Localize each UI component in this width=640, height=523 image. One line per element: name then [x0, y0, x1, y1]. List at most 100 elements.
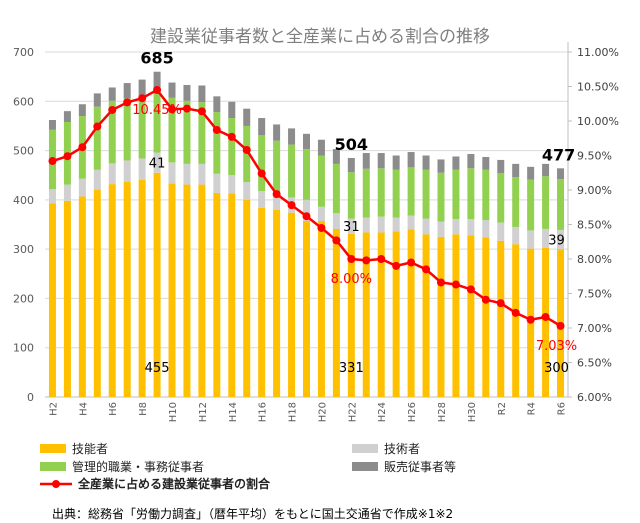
- y-tick-label-right: 11.00%: [577, 46, 619, 59]
- bar-segment-H8: [138, 79, 146, 99]
- bar-segment-H9: [153, 152, 161, 173]
- bar-segment-R5: [542, 176, 550, 229]
- bar-segment-H26: [407, 152, 415, 168]
- bar-segment-H27: [422, 155, 430, 170]
- x-tick-label: H10: [168, 402, 179, 422]
- bar-segment-H11: [183, 163, 191, 185]
- ratio-point-H7: [123, 98, 132, 107]
- y-tick-label-left: 600: [13, 95, 34, 108]
- bar-segment-H10: [168, 97, 176, 163]
- bar-segment-R3: [512, 177, 520, 227]
- y-tick-label-right: 10.00%: [577, 115, 619, 128]
- bar-segment-H29: [452, 219, 460, 235]
- legend-skilled: 技能者: [40, 440, 108, 457]
- ratio-point-R2: [496, 299, 505, 308]
- ratio-point-H26: [407, 258, 416, 267]
- bar-segment-H23: [362, 168, 370, 218]
- y-tick-label-right: 9.00%: [577, 184, 612, 197]
- bar-segment-H17: [273, 196, 281, 210]
- legend-label: 全産業に占める建設業従事者の割合: [78, 477, 271, 491]
- bar-segment-H2: [48, 203, 56, 397]
- bar-segment-H22: [347, 233, 355, 397]
- y-tick-label-right: 7.00%: [577, 322, 612, 335]
- ratio-point-H27: [422, 265, 431, 274]
- bar-segment-H16: [258, 118, 266, 136]
- data-label-technical: 41: [149, 157, 166, 172]
- y-tick-label-right: 8.00%: [577, 253, 612, 266]
- bar-segment-H7: [123, 98, 131, 161]
- ratio-point-R4: [526, 315, 535, 324]
- bar-segment-H31: [482, 169, 490, 221]
- bar-segment-R5: [542, 228, 550, 248]
- ratio-point-H13: [212, 125, 221, 134]
- bar-segment-H29: [452, 169, 460, 220]
- bar-segment-R3: [512, 226, 520, 245]
- ratio-point-H25: [392, 261, 401, 270]
- bar-segment-H26: [407, 215, 415, 230]
- y-tick-label-left: 700: [13, 46, 34, 59]
- bar-segment-H6: [108, 184, 116, 397]
- ratio-point-H15: [242, 145, 251, 154]
- bar-segment-H28: [437, 172, 445, 222]
- bar-segment-H13: [213, 96, 221, 113]
- bar-segment-H13: [213, 112, 221, 174]
- ratio-point-H31: [481, 295, 490, 304]
- x-tick-label: H28: [437, 402, 448, 422]
- ratio-point-H23: [362, 256, 371, 265]
- ratio-point-H19: [302, 212, 311, 221]
- x-tick-label: H22: [347, 402, 358, 422]
- ratio-point-H3: [63, 152, 72, 161]
- y-tick-label-left: 300: [13, 243, 34, 256]
- legend-management: 管理的職業・事務従事者: [40, 458, 204, 475]
- bar-segment-H6: [108, 87, 116, 101]
- ratio-point-H24: [377, 255, 386, 263]
- y-tick-label-right: 9.50%: [577, 150, 612, 163]
- bar-segment-R6: [557, 168, 565, 180]
- bar-segment-H2: [48, 189, 56, 204]
- bar-segment-H14: [228, 175, 236, 194]
- ratio-point-H22: [347, 255, 356, 263]
- bar-segment-R6: [557, 179, 565, 230]
- x-tick-label: H26: [407, 402, 418, 422]
- bar-segment-R4: [527, 179, 535, 231]
- bar-segment-H2: [48, 120, 56, 130]
- ratio-point-H16: [257, 169, 266, 178]
- ratio-point-H5: [93, 122, 102, 131]
- ratio-point-H9: [153, 85, 162, 94]
- bar-segment-R5: [542, 247, 550, 397]
- bar-segment-H28: [437, 236, 445, 397]
- x-tick-label: H30: [467, 402, 478, 422]
- legend-label: 販売従事者等: [384, 460, 457, 474]
- ratio-point-H18: [287, 201, 296, 210]
- y-tick-label-left: 100: [13, 342, 34, 355]
- bar-segment-R2: [497, 222, 505, 241]
- bar-segment-H12: [198, 184, 206, 397]
- bar-segment-H23: [362, 217, 370, 233]
- bar-segment-H11: [183, 100, 191, 164]
- bar-segment-H14: [228, 101, 236, 119]
- bar-segment-H5: [93, 190, 101, 397]
- bar-segment-H10: [168, 82, 176, 98]
- bar-segment-R5: [542, 163, 550, 177]
- bar-segment-R3: [512, 244, 520, 397]
- bar-segment-H10: [168, 183, 176, 397]
- bar-segment-R2: [497, 159, 505, 174]
- x-tick-label: R4: [527, 402, 538, 415]
- data-label-ratio: 10.45%: [132, 103, 182, 118]
- bar-segment-H12: [198, 102, 206, 164]
- footnote: 出典：総務省「労働力調査」（暦年平均）をもとに国土交通省で作成※1※2: [52, 507, 454, 521]
- chart-title: 建設業従事者数と全産業に占める割合の推移: [150, 27, 490, 47]
- legend-sales: 販売従事者等: [352, 458, 456, 475]
- bar-segment-H31: [482, 156, 490, 170]
- legend-swatch: [40, 444, 66, 453]
- bar-segment-H30: [467, 219, 475, 236]
- data-label-total: 477: [542, 145, 575, 164]
- ratio-point-R3: [511, 308, 520, 317]
- x-tick-label: H14: [228, 402, 239, 422]
- bar-segment-H6: [108, 163, 116, 185]
- bar-segment-H15: [243, 182, 251, 200]
- bar-segment-H24: [377, 168, 385, 217]
- x-tick-label: R2: [497, 402, 508, 415]
- bar-segment-R2: [497, 173, 505, 223]
